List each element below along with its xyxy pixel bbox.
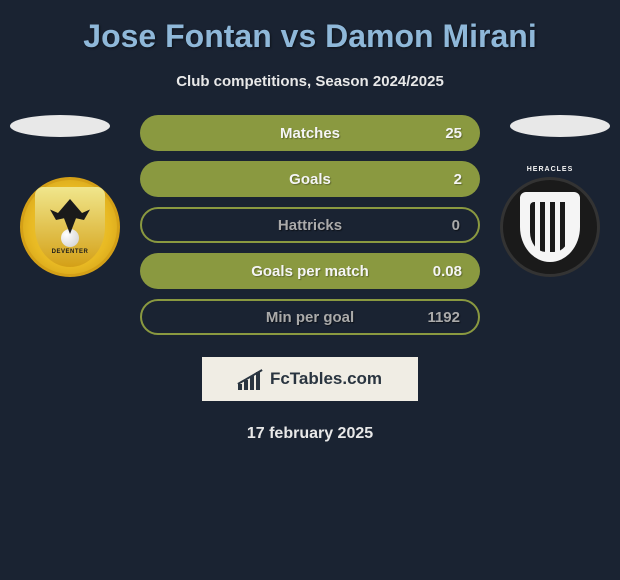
stripes-icon: [530, 202, 570, 252]
stat-label: Hattricks: [278, 217, 342, 234]
stat-row-hattricks: Hattricks 0: [140, 207, 480, 243]
stat-row-goals: Goals 2: [140, 161, 480, 197]
stat-row-matches: Matches 25: [140, 115, 480, 151]
stat-label: Min per goal: [266, 309, 354, 326]
brand-text: FcTables.com: [270, 369, 382, 389]
crest-right-text: HERACLES: [527, 166, 574, 173]
club-crest-left: DEVENTER: [20, 177, 120, 277]
stat-value: 0: [452, 217, 460, 234]
eagle-icon: [50, 199, 90, 234]
stats-list: Matches 25 Goals 2 Hattricks 0 Goals per…: [140, 115, 480, 335]
player-shadow-right: [510, 115, 610, 137]
date-label: 17 february 2025: [0, 425, 620, 443]
chart-icon: [238, 368, 264, 390]
comparison-card: Jose Fontan vs Damon Mirani Club competi…: [0, 0, 620, 453]
stat-label: Goals per match: [251, 263, 369, 280]
crest-left-text: DEVENTER: [52, 249, 89, 255]
brand-badge[interactable]: FcTables.com: [202, 357, 418, 401]
stat-value: 25: [445, 125, 462, 142]
crest-left-shield: DEVENTER: [35, 187, 105, 267]
stat-value: 2: [454, 171, 462, 188]
stat-value: 1192: [427, 309, 460, 326]
body-area: DEVENTER HERACLES Matches 25 Goals 2 Hat…: [0, 115, 620, 443]
page-title: Jose Fontan vs Damon Mirani: [0, 18, 620, 55]
player-shadow-left: [10, 115, 110, 137]
stat-row-min-per-goal: Min per goal 1192: [140, 299, 480, 335]
crest-right-shield: [520, 192, 580, 262]
stat-label: Matches: [280, 125, 340, 142]
club-crest-right: HERACLES: [500, 177, 600, 277]
stat-value: 0.08: [433, 263, 462, 280]
stat-label: Goals: [289, 171, 331, 188]
stat-row-goals-per-match: Goals per match 0.08: [140, 253, 480, 289]
subtitle: Club competitions, Season 2024/2025: [0, 73, 620, 90]
